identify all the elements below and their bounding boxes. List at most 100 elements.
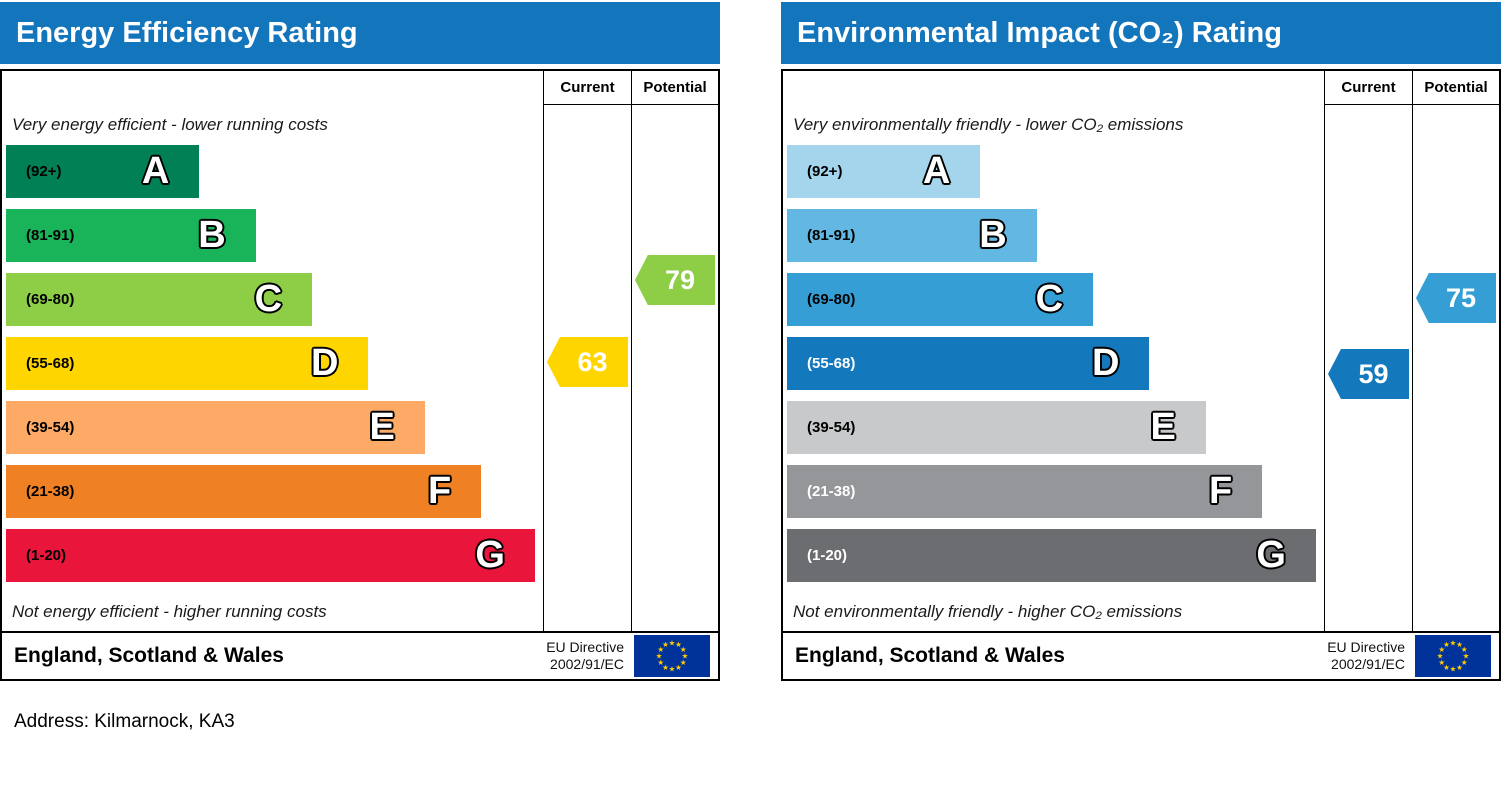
svg-text:★: ★ bbox=[675, 663, 682, 672]
potential-rating-arrow: 79 bbox=[635, 255, 715, 305]
band-letter: B bbox=[979, 214, 1007, 256]
current-column-header: Current bbox=[543, 71, 631, 105]
environmental-table-footer: England, Scotland & Wales EU Directive 2… bbox=[783, 631, 1499, 679]
region-label: England, Scotland & Wales bbox=[795, 644, 1065, 667]
potential-column: 79 bbox=[631, 105, 718, 631]
eu-directive-line1: EU Directive bbox=[546, 639, 624, 656]
eu-directive-line1: EU Directive bbox=[1327, 639, 1405, 656]
eu-directive-label: EU Directive 2002/91/EC bbox=[1327, 639, 1405, 673]
svg-text:★: ★ bbox=[1456, 640, 1463, 649]
region-label: England, Scotland & Wales bbox=[14, 644, 284, 667]
band-bar-f: (21-38) F bbox=[6, 465, 482, 518]
current-rating-arrow: 59 bbox=[1328, 349, 1409, 399]
band-bar-c: (69-80) C bbox=[787, 273, 1094, 326]
eu-flag-icon: ★ ★★ ★★★ ★★★ ★★★ bbox=[634, 635, 710, 677]
svg-text:★: ★ bbox=[682, 652, 689, 661]
band-letter: E bbox=[369, 406, 395, 448]
current-column: 59 bbox=[1324, 105, 1412, 631]
band-range-label: (81-91) bbox=[26, 227, 75, 244]
environmental-table-head: Current Potential bbox=[783, 71, 1499, 105]
band-bar-g: (1-20) G bbox=[787, 529, 1316, 582]
environmental-panel-title: Environmental Impact (CO₂) Rating bbox=[781, 2, 1501, 64]
top-note: Very environmentally friendly - lower CO… bbox=[793, 115, 1184, 134]
band-range-label: (92+) bbox=[26, 163, 62, 180]
svg-text:★: ★ bbox=[1438, 658, 1445, 667]
energy-efficiency-panel: Energy Efficiency Rating Current Potenti… bbox=[0, 2, 720, 681]
svg-text:★: ★ bbox=[1456, 663, 1463, 672]
potential-column: 75 bbox=[1412, 105, 1499, 631]
svg-text:★: ★ bbox=[1461, 658, 1468, 667]
head-spacer bbox=[783, 71, 1324, 105]
epc-page: Energy Efficiency Rating Current Potenti… bbox=[0, 2, 1501, 732]
svg-text:★: ★ bbox=[680, 658, 687, 667]
potential-column-header: Potential bbox=[631, 71, 718, 105]
head-spacer bbox=[2, 71, 543, 105]
potential-rating-value: 75 bbox=[1445, 282, 1477, 313]
current-rating-value: 63 bbox=[577, 346, 608, 377]
band-letter: D bbox=[1092, 342, 1120, 384]
band-range-label: (39-54) bbox=[26, 419, 75, 436]
bottom-note: Not environmentally friendly - higher CO… bbox=[793, 602, 1183, 621]
band-letter: E bbox=[1150, 406, 1176, 448]
environmental-table-body: Very environmentally friendly - lower CO… bbox=[783, 105, 1499, 631]
svg-text:★: ★ bbox=[1443, 640, 1450, 649]
band-bar-e: (39-54) E bbox=[787, 401, 1206, 454]
svg-text:★: ★ bbox=[656, 652, 663, 661]
energy-chart-table: Current Potential Very energy efficient … bbox=[0, 69, 720, 681]
band-range-label: (69-80) bbox=[807, 291, 856, 308]
potential-column-header: Potential bbox=[1412, 71, 1499, 105]
energy-table-body: Very energy efficient - lower running co… bbox=[2, 105, 718, 631]
eu-directive-label: EU Directive 2002/91/EC bbox=[546, 639, 624, 673]
current-rating-value: 59 bbox=[1358, 358, 1389, 389]
svg-text:★: ★ bbox=[1461, 645, 1468, 654]
band-bar-d: (55-68) D bbox=[787, 337, 1150, 390]
svg-text:★: ★ bbox=[680, 645, 687, 654]
band-range-label: (21-38) bbox=[807, 483, 856, 500]
band-range-label: (92+) bbox=[807, 163, 843, 180]
band-letter: F bbox=[1209, 470, 1233, 512]
band-bar-d: (55-68) D bbox=[6, 337, 369, 390]
band-letter: D bbox=[311, 342, 339, 384]
svg-text:★: ★ bbox=[1463, 652, 1470, 661]
band-bar-c: (69-80) C bbox=[6, 273, 313, 326]
svg-text:★: ★ bbox=[662, 663, 669, 672]
environmental-chart-table: Current Potential Very environmentally f… bbox=[781, 69, 1501, 681]
svg-text:★: ★ bbox=[657, 658, 664, 667]
top-note: Very energy efficient - lower running co… bbox=[12, 115, 328, 134]
environmental-bands-area: Very environmentally friendly - lower CO… bbox=[783, 105, 1324, 631]
svg-text:★: ★ bbox=[669, 639, 676, 648]
band-bar-b: (81-91) B bbox=[787, 209, 1037, 262]
svg-text:★: ★ bbox=[675, 640, 682, 649]
svg-text:★: ★ bbox=[669, 665, 676, 674]
band-bar-f: (21-38) F bbox=[787, 465, 1263, 518]
band-letter: A bbox=[141, 150, 170, 192]
energy-table-head: Current Potential bbox=[2, 71, 718, 105]
band-range-label: (1-20) bbox=[807, 547, 848, 564]
svg-text:★: ★ bbox=[657, 645, 664, 654]
band-range-label: (55-68) bbox=[807, 355, 856, 372]
band-bar-a: (92+) A bbox=[6, 145, 200, 198]
band-letter: C bbox=[1035, 278, 1064, 320]
current-column: 63 bbox=[543, 105, 631, 631]
band-letter: C bbox=[254, 278, 283, 320]
band-letter: G bbox=[475, 534, 505, 576]
svg-text:★: ★ bbox=[1450, 639, 1457, 648]
current-rating-arrow: 63 bbox=[547, 337, 628, 387]
band-letter: B bbox=[198, 214, 226, 256]
svg-text:★: ★ bbox=[1438, 645, 1445, 654]
svg-text:★: ★ bbox=[1437, 652, 1444, 661]
band-range-label: (21-38) bbox=[26, 483, 75, 500]
eu-directive-line2: 2002/91/EC bbox=[550, 656, 624, 672]
band-letter: G bbox=[1256, 534, 1286, 576]
svg-text:★: ★ bbox=[662, 640, 669, 649]
band-letter: A bbox=[922, 150, 951, 192]
potential-rating-value: 79 bbox=[664, 264, 696, 295]
rating-panels: Energy Efficiency Rating Current Potenti… bbox=[0, 2, 1501, 681]
environmental-impact-panel: Environmental Impact (CO₂) Rating Curren… bbox=[781, 2, 1501, 681]
band-range-label: (55-68) bbox=[26, 355, 75, 372]
current-column-header: Current bbox=[1324, 71, 1412, 105]
energy-panel-title: Energy Efficiency Rating bbox=[0, 2, 720, 64]
bottom-note: Not energy efficient - higher running co… bbox=[12, 602, 327, 621]
band-bar-e: (39-54) E bbox=[6, 401, 425, 454]
band-range-label: (39-54) bbox=[807, 419, 856, 436]
